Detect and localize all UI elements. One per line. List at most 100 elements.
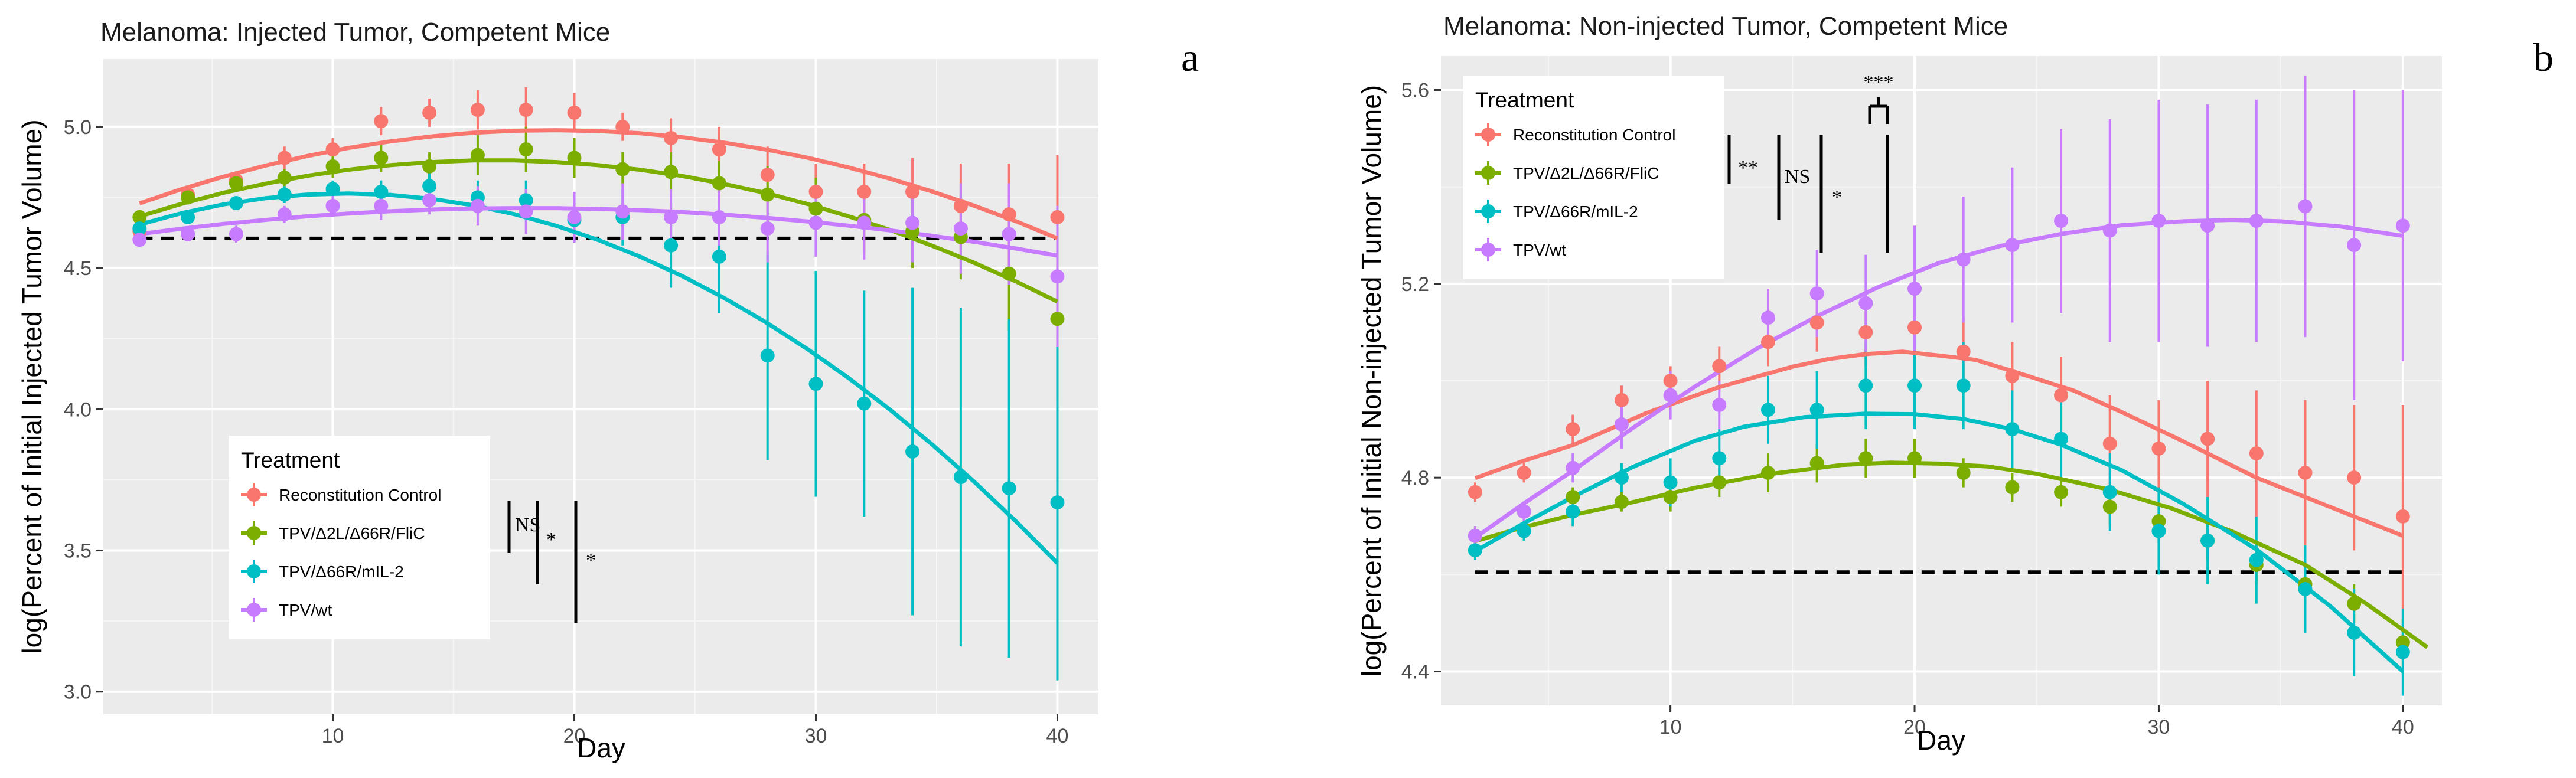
legend-a-box [229, 436, 490, 639]
series-3-point [1050, 269, 1065, 284]
series-1-point [1956, 465, 1971, 480]
series-3-point [1712, 398, 1727, 413]
annotation-ns: NS [515, 514, 540, 536]
series-3-point [2395, 218, 2410, 233]
series-1-point [1663, 490, 1678, 505]
y-tick-label: 5.6 [1401, 79, 1429, 102]
series-1-point [1858, 451, 1873, 466]
annotation-star-1: * [546, 529, 556, 551]
legend-point [1481, 243, 1495, 257]
plot-a-x-ticks: 10 20 30 40 [322, 714, 1068, 747]
y-tick-label: 4.0 [64, 398, 92, 421]
series-3-point [857, 215, 872, 230]
series-0-point [567, 105, 582, 120]
series-1-point [1002, 266, 1016, 281]
series-3-point [2005, 238, 2020, 253]
series-3-point [953, 221, 968, 236]
y-tick-label: 3.5 [64, 540, 92, 563]
series-1-point [1760, 465, 1775, 480]
panel-a-label: a [1181, 35, 1199, 80]
series-0-point [2249, 446, 2264, 461]
series-2-point [1760, 403, 1775, 417]
series-3-point [567, 210, 582, 224]
series-0-point [2005, 368, 2020, 383]
series-2-point [1566, 504, 1580, 519]
series-1-point [567, 151, 582, 165]
series-3-point [1663, 388, 1678, 403]
series-2-point [2054, 432, 2069, 446]
series-2-point [712, 249, 726, 264]
series-0-fit-line [139, 128, 1058, 241]
series-2-point [1468, 543, 1482, 558]
series-3-point [1468, 528, 1482, 543]
series-0-point [808, 184, 823, 199]
series-1-point [229, 176, 243, 191]
series-2-point [1712, 451, 1727, 466]
legend-b: Treatment Reconstitution Control TPV/Δ2L/… [1463, 76, 1724, 279]
series-0-point [615, 119, 630, 134]
legend-entry-label: TPV/wt [1513, 241, 1566, 259]
series-0-point [2347, 470, 2362, 485]
series-2-point [132, 221, 147, 236]
series-3-point [277, 207, 292, 222]
series-0-point [1566, 422, 1580, 437]
series-1-point [2395, 635, 2410, 650]
series-2-point [1050, 495, 1065, 510]
legend-b-box [1463, 76, 1724, 279]
series-3-point [1760, 310, 1775, 325]
series-1-point [2102, 499, 2117, 514]
y-tick-label: 5.0 [64, 116, 92, 139]
plot-b-x-ticks: 10 20 30 40 [1659, 705, 2414, 738]
series-3-point [1002, 227, 1016, 241]
series-3-point [2102, 223, 2117, 238]
series-1-point [712, 176, 726, 191]
series-0-point [760, 168, 775, 182]
series-0-point [1663, 374, 1678, 388]
series-3-point [1517, 504, 1531, 519]
series-0-point [664, 130, 679, 145]
series-1-point [808, 201, 823, 216]
x-tick-label: 10 [1659, 716, 1682, 738]
legend-point [247, 488, 261, 502]
series-2-point [229, 196, 243, 211]
series-3-point [229, 227, 243, 241]
series-1-point [1614, 495, 1629, 509]
series-1-fit-line [1474, 460, 2429, 649]
series-0-point [1712, 359, 1727, 374]
legend-point [247, 526, 261, 540]
legend-a: Treatment Reconstitution Control TPV/Δ2L/… [229, 436, 490, 639]
series-3-point [1566, 460, 1580, 475]
legend-entry-label: TPV/Δ2L/Δ66R/FliC [1513, 164, 1659, 182]
series-1-point [615, 162, 630, 176]
plot-b-points [1468, 199, 2410, 659]
x-tick-label: 40 [2392, 716, 2414, 738]
series-3-point [712, 210, 726, 224]
series-1-point [422, 159, 437, 174]
series-0-point [712, 142, 726, 157]
series-1-point [325, 159, 340, 174]
series-0-point [953, 198, 968, 213]
series-0-point [2151, 441, 2166, 456]
series-3-point [181, 227, 195, 241]
series-3-fit-line [1473, 218, 2404, 540]
plot-a-x-label: Day [577, 733, 625, 763]
plot-a-y-ticks: 3.0 3.5 4.0 4.5 5.0 [64, 116, 103, 704]
series-3-point [519, 204, 533, 219]
series-0-point [1614, 393, 1629, 407]
series-2-point [2151, 524, 2166, 538]
plot-a-fit-curves [139, 128, 1059, 565]
plot-b-y-ticks: 4.4 4.8 5.2 5.6 [1401, 79, 1441, 684]
series-0-point [2054, 388, 2069, 403]
series-2-point [664, 238, 679, 253]
plot-a-points [132, 103, 1065, 510]
legend-entry-label: Reconstitution Control [1513, 126, 1675, 144]
series-1-point [1907, 451, 1922, 466]
legend-entry-label: TPV/Δ2L/Δ66R/FliC [279, 524, 425, 542]
series-3-point [615, 204, 630, 219]
series-1-point [1712, 475, 1727, 490]
series-2-point [374, 184, 389, 199]
series-1-point [760, 187, 775, 202]
legend-point [1481, 166, 1495, 180]
series-2-point [277, 187, 292, 202]
series-1-point [1809, 456, 1824, 470]
